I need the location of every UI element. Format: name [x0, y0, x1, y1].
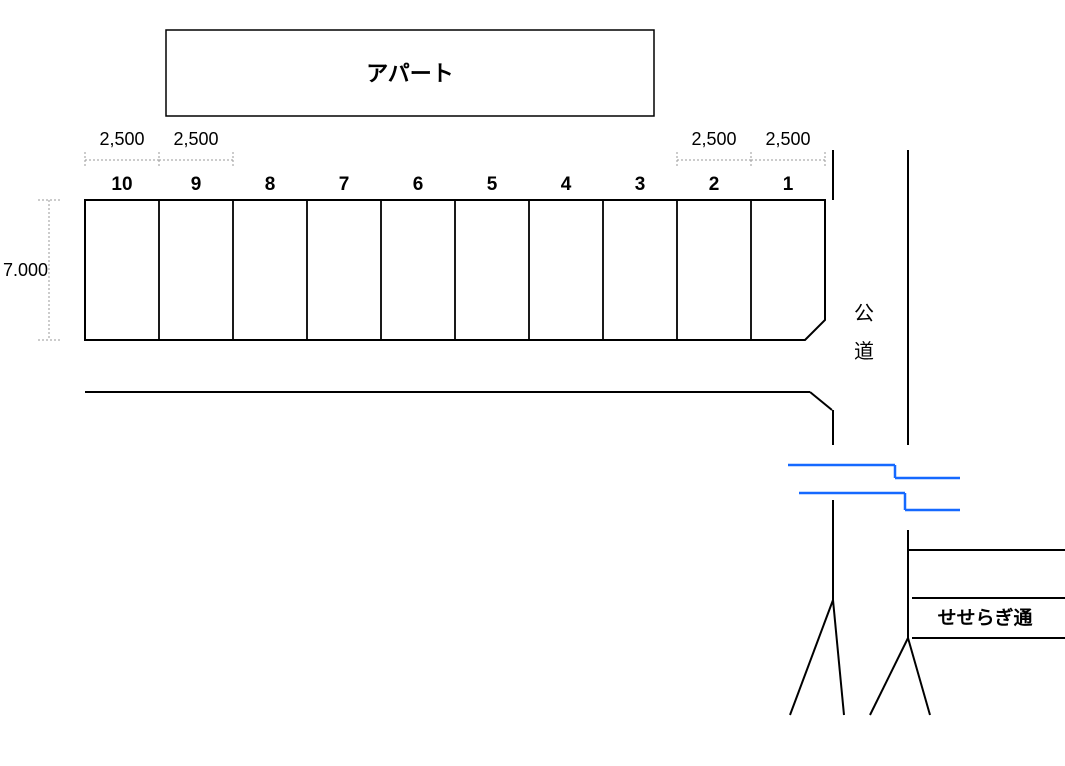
- public-road-label: 道: [854, 340, 874, 363]
- stall-number: 4: [561, 174, 572, 195]
- height-label: 7.000: [3, 260, 48, 280]
- stall-number: 9: [191, 174, 202, 195]
- stall-number: 10: [111, 174, 132, 195]
- dim-label-left-1: 2,500: [173, 129, 218, 149]
- apartment-label: アパート: [366, 61, 454, 86]
- stall-number: 2: [709, 174, 720, 195]
- stall-number: 5: [487, 174, 498, 195]
- stall-number: 8: [265, 174, 276, 195]
- dim-label-right-1: 2,500: [765, 129, 810, 149]
- stall-number: 1: [783, 174, 794, 195]
- dim-label-right-0: 2,500: [691, 129, 736, 149]
- stall-number: 3: [635, 174, 646, 195]
- stall-number: 7: [339, 174, 350, 195]
- stall-number: 6: [413, 174, 424, 195]
- street-label: せせらぎ通: [937, 606, 1033, 629]
- parking-site-plan: アパート 10 9 8 7 6 5 4 3 2 1 2,500 2,500 2,500 2,500 7.000…: [0, 0, 1065, 766]
- public-road-label: 公: [854, 303, 874, 325]
- dim-label-left-0: 2,500: [99, 129, 144, 149]
